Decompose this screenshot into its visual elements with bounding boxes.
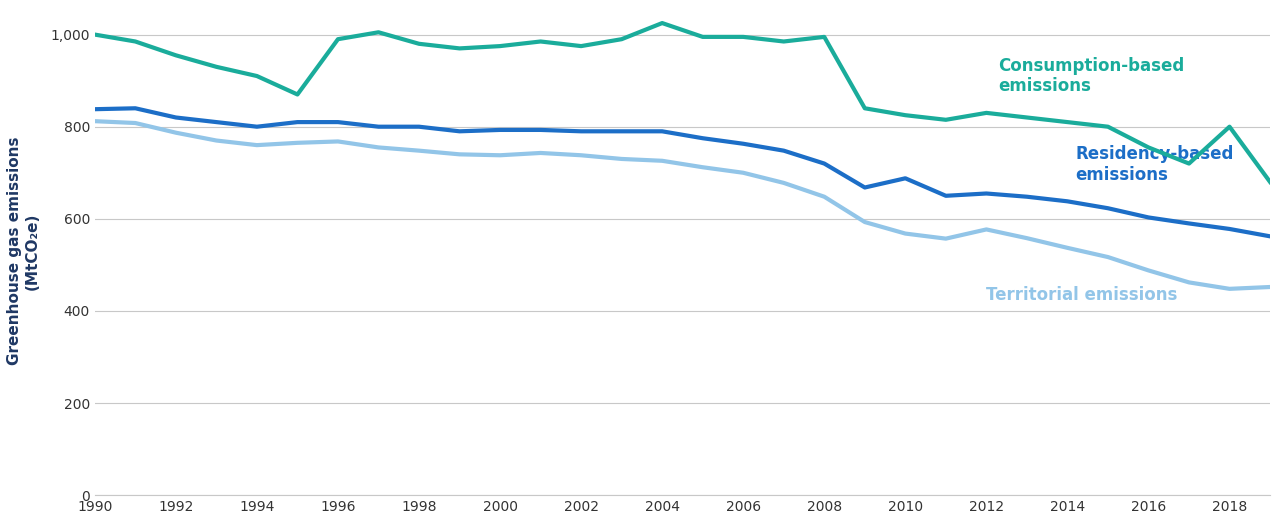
Text: Residency-based
emissions: Residency-based emissions: [1075, 145, 1234, 184]
Y-axis label: Greenhouse gas emissions
(MtCO₂e): Greenhouse gas emissions (MtCO₂e): [6, 137, 40, 365]
Text: Consumption-based
emissions: Consumption-based emissions: [999, 57, 1185, 95]
Text: Territorial emissions: Territorial emissions: [986, 286, 1177, 304]
